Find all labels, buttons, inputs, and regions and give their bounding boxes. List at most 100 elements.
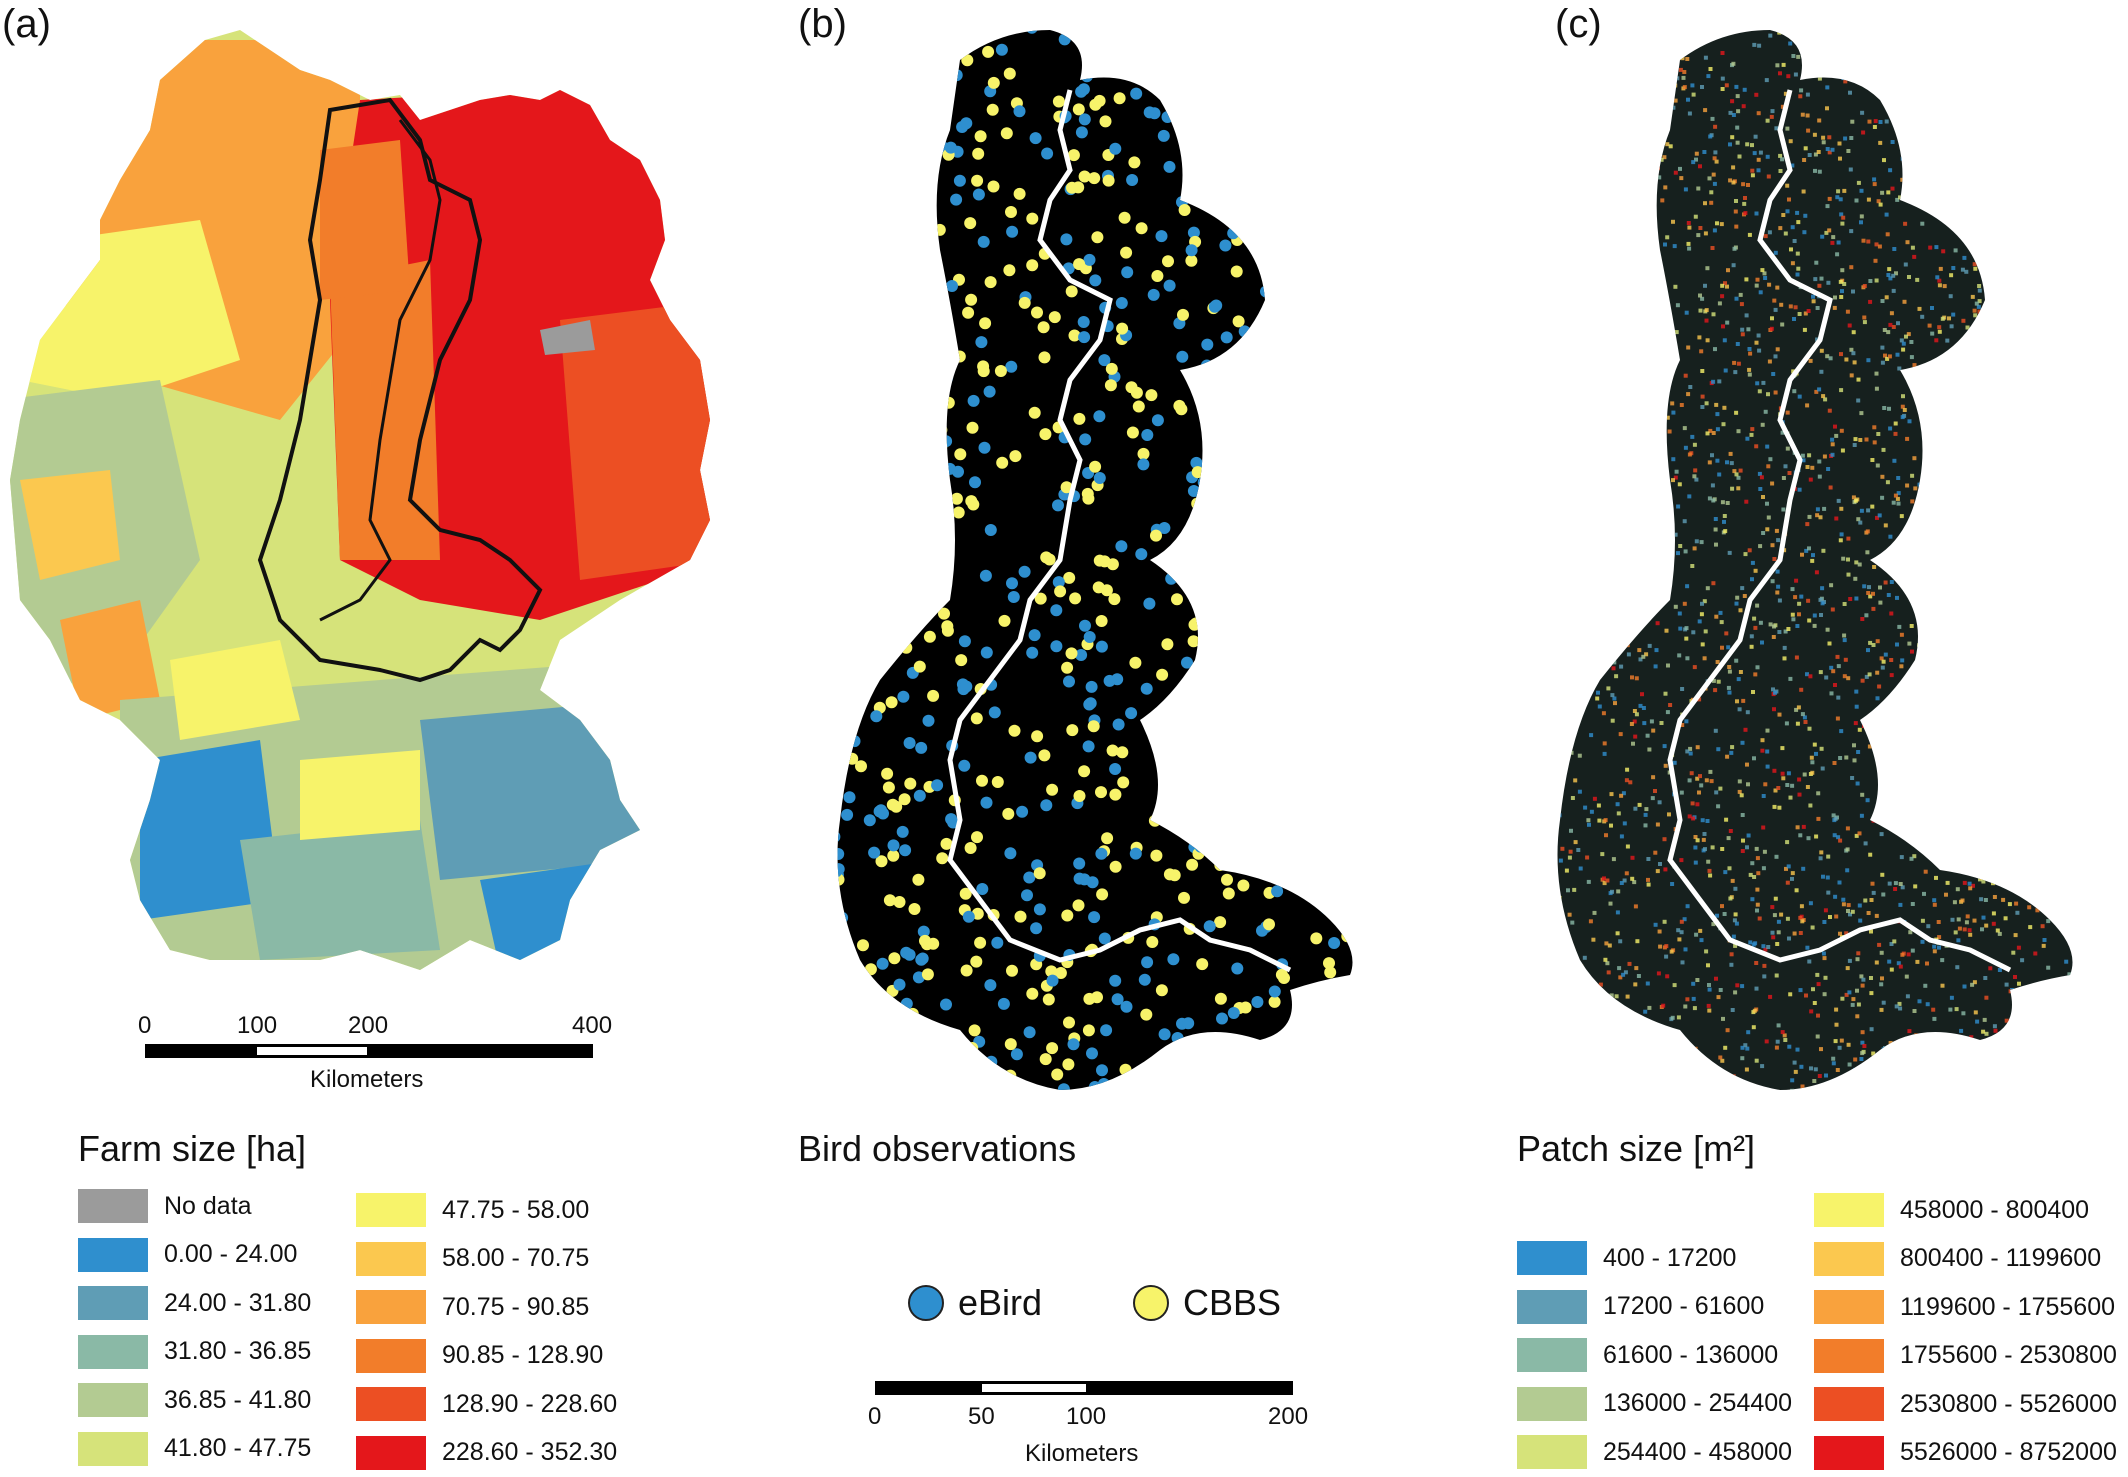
patch-cell [2033,657,2038,661]
patch-cell [1712,228,1717,233]
patch-cell [1963,161,1968,166]
patch-cell [2045,444,2050,449]
observation-point [1278,972,1290,984]
patch-cell [1727,550,1732,555]
patch-cell [2055,998,2060,1003]
observation-point [1057,1083,1070,1090]
patch-cell [1563,999,1568,1004]
patch-cell [2067,775,2072,780]
patch-cell [1752,875,1757,879]
patch-cell [1930,22,1934,26]
patch-cell [1937,681,1942,686]
patch-cell [1727,665,1732,669]
patch-cell [1838,279,1843,284]
patch-cell [1870,458,1875,462]
patch-cell [1755,381,1760,386]
patch-cell [1855,781,1860,786]
patch-cell [1714,542,1718,547]
patch-cell [1562,1004,1567,1009]
legend-a-item: 47.75 - 58.00 [356,1190,589,1230]
patch-cell [1557,246,1560,251]
patch-cell [1756,168,1761,173]
patch-cell [2036,292,2041,297]
patch-cell [1906,952,1911,957]
patch-cell [1728,142,1732,147]
patch-cell [2020,958,2025,963]
patch-cell [1974,689,1979,694]
patch-cell [2042,938,2047,942]
observation-point [826,234,838,246]
patch-cell [1821,394,1826,399]
patch-cell [2030,803,2035,808]
patch-cell [1644,305,1649,310]
patch-cell [1985,793,1990,798]
patch-cell [1703,283,1707,288]
observation-point [1301,118,1314,131]
patch-cell [2046,696,2051,701]
patch-cell [2026,1040,2031,1045]
observation-point [1327,110,1340,123]
observation-point [1097,1078,1110,1090]
patch-cell [1897,624,1902,629]
observation-point [1126,174,1139,186]
patch-cell [1775,942,1780,946]
patch-cell [1908,1038,1913,1043]
patch-cell [1690,564,1695,568]
observation-point [1089,30,1102,39]
observation-point [1224,700,1237,712]
patch-cell [2024,664,2029,669]
patch-cell [1861,238,1866,243]
patch-cell [1774,126,1779,131]
patch-cell [2064,959,2069,964]
patch-cell [1702,656,1707,661]
patch-cell [1774,1045,1779,1050]
patch-cell [1776,919,1781,924]
patch-cell [1711,581,1716,586]
observation-point [1040,799,1053,812]
patch-cell [1760,422,1765,427]
patch-cell [1616,811,1621,816]
patch-cell [1567,550,1572,555]
patch-cell [1809,755,1814,760]
observation-point [1072,899,1085,912]
patch-cell [1560,955,1565,959]
patch-cell [1992,858,1997,863]
observation-point [1046,783,1059,796]
patch-cell [1577,495,1582,500]
patch-cell [1987,563,1992,568]
patch-cell [1812,1001,1817,1005]
patch-cell [1635,613,1640,618]
patch-cell [1797,312,1802,316]
observation-point [1317,341,1330,354]
patch-cell [1699,938,1704,943]
patch-cell [2030,81,2034,86]
patch-cell [1562,302,1567,306]
patch-cell [1968,767,1973,772]
observation-point [1227,227,1240,240]
observation-point [1211,200,1223,213]
patch-cell [1569,596,1574,600]
patch-cell [1952,849,1957,853]
patch-cell [1857,562,1862,567]
patch-cell [1564,52,1569,57]
patch-cell [1983,562,1987,567]
patch-cell [1920,634,1925,639]
corridor-bird-map [826,30,1353,1090]
panel-label-a: (a) [2,2,51,46]
patch-cell [1983,898,1988,902]
patch-cell [2057,578,2062,583]
observation-point [1329,491,1342,504]
patch-cell [2033,104,2037,109]
observation-point [837,194,847,207]
patch-cell [1930,62,1935,67]
patch-cell [1707,983,1711,987]
patch-cell [1888,1041,1893,1045]
patch-cell [2055,564,2060,569]
patch-cell [2038,740,2042,745]
patch-cell [1744,313,1749,318]
patch-cell [1583,195,1588,200]
patch-cell [1656,253,1661,258]
patch-cell [1900,539,1905,544]
patch-cell [2056,537,2061,542]
observation-point [953,350,966,363]
